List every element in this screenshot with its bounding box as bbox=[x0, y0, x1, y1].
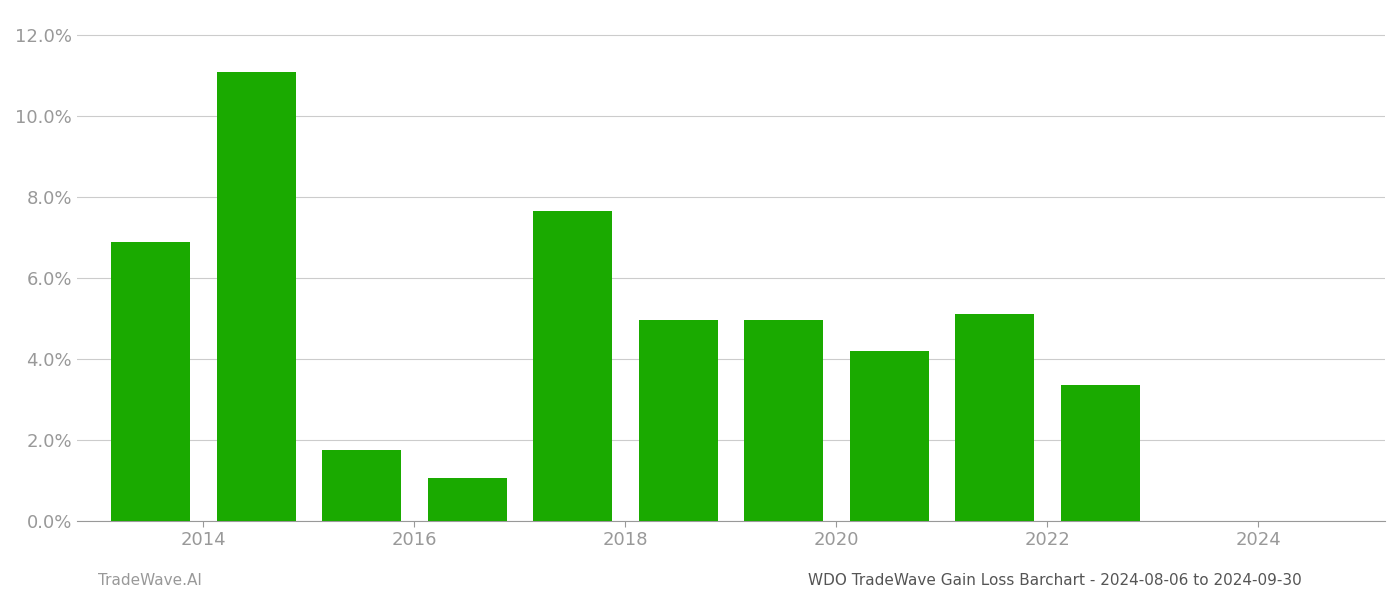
Bar bbox=[111, 242, 190, 521]
Bar bbox=[322, 450, 402, 521]
Bar bbox=[638, 320, 718, 521]
Bar bbox=[533, 211, 612, 521]
Text: WDO TradeWave Gain Loss Barchart - 2024-08-06 to 2024-09-30: WDO TradeWave Gain Loss Barchart - 2024-… bbox=[808, 573, 1302, 588]
Bar bbox=[745, 320, 823, 521]
Bar bbox=[850, 351, 928, 521]
Bar bbox=[955, 314, 1035, 521]
Bar bbox=[217, 71, 295, 521]
Bar bbox=[427, 478, 507, 521]
Text: TradeWave.AI: TradeWave.AI bbox=[98, 573, 202, 588]
Bar bbox=[1061, 385, 1140, 521]
